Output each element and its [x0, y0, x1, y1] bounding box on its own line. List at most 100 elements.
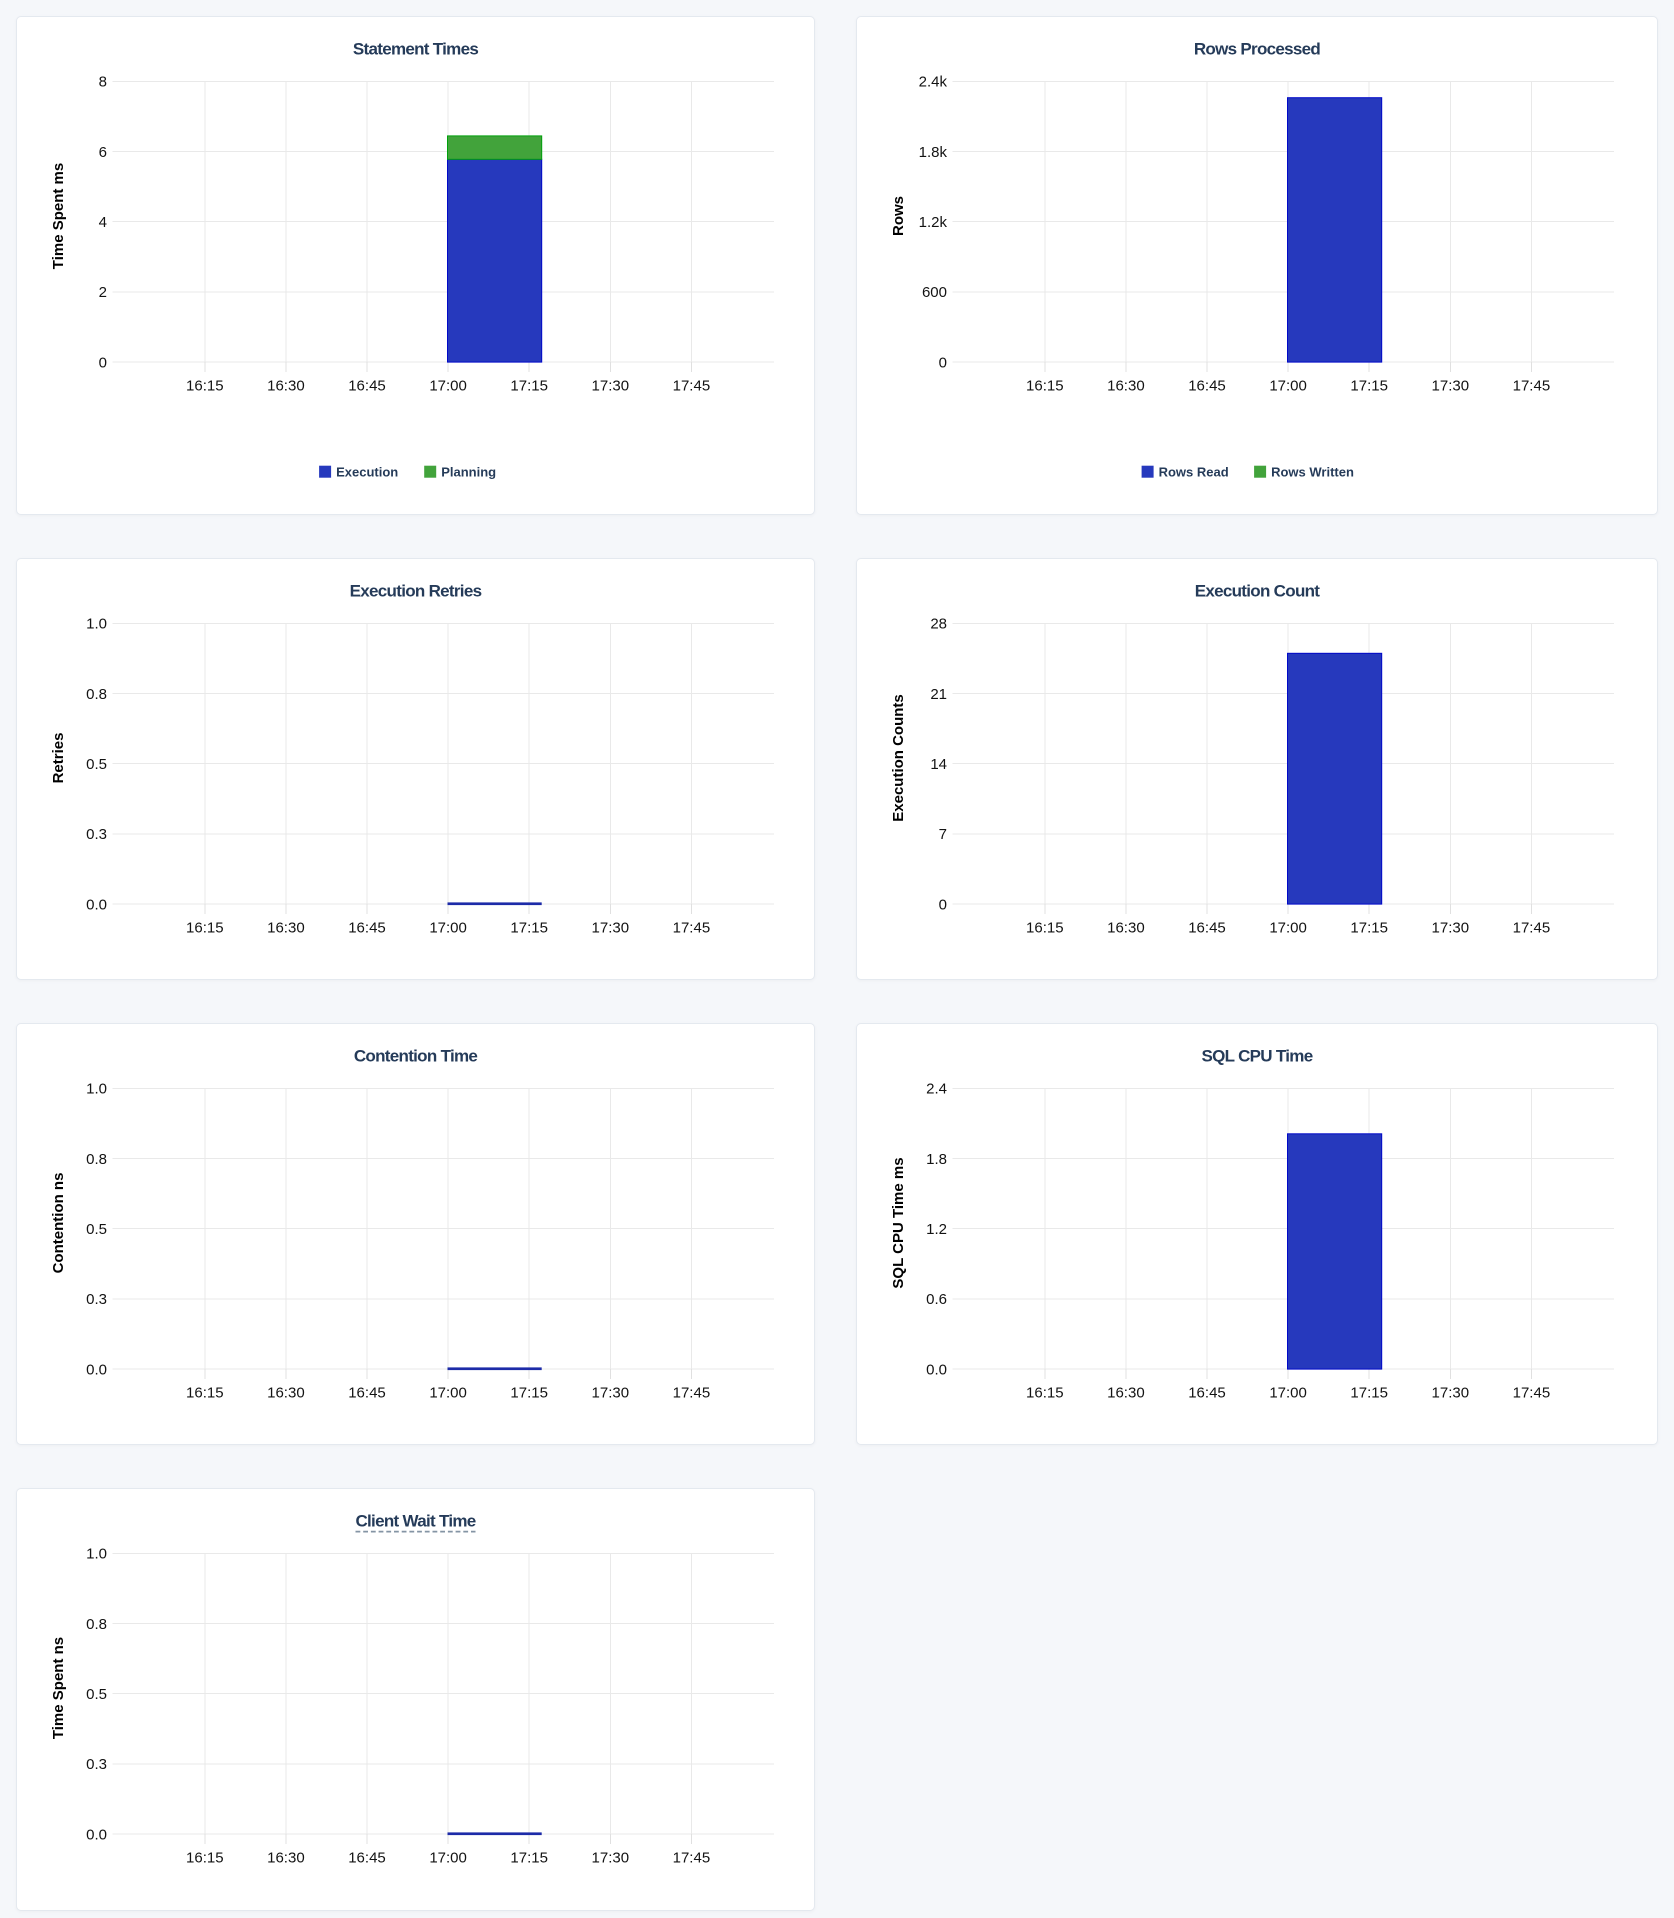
svg-text:6: 6: [99, 144, 107, 161]
svg-text:17:45: 17:45: [1513, 1384, 1551, 1401]
svg-text:8: 8: [99, 74, 107, 91]
svg-text:17:30: 17:30: [592, 378, 630, 395]
svg-text:17:00: 17:00: [429, 920, 467, 937]
svg-text:0.0: 0.0: [86, 1826, 107, 1843]
svg-text:16:15: 16:15: [186, 1849, 224, 1866]
svg-text:Contention ns: Contention ns: [50, 1172, 67, 1273]
svg-text:Client Wait Time: Client Wait Time: [355, 1511, 475, 1530]
svg-text:16:15: 16:15: [1026, 1384, 1064, 1401]
svg-text:0.5: 0.5: [86, 756, 107, 773]
svg-text:0.3: 0.3: [86, 1291, 107, 1308]
svg-text:2: 2: [99, 284, 107, 301]
svg-text:SQL CPU Time: SQL CPU Time: [1202, 1046, 1313, 1065]
svg-text:0.5: 0.5: [86, 1221, 107, 1238]
svg-text:Execution Counts: Execution Counts: [890, 694, 907, 822]
svg-text:0: 0: [939, 354, 947, 371]
svg-text:Execution Retries: Execution Retries: [350, 582, 482, 601]
svg-text:17:15: 17:15: [510, 378, 548, 395]
svg-text:17:45: 17:45: [1513, 378, 1551, 395]
svg-text:0.6: 0.6: [926, 1291, 947, 1308]
svg-text:17:00: 17:00: [1269, 1384, 1307, 1401]
svg-text:Contention Time: Contention Time: [354, 1046, 478, 1065]
svg-text:1.8k: 1.8k: [919, 144, 948, 161]
svg-text:16:45: 16:45: [1188, 1384, 1226, 1401]
svg-text:0: 0: [939, 896, 947, 913]
svg-text:0.5: 0.5: [86, 1686, 107, 1703]
svg-text:17:45: 17:45: [673, 378, 711, 395]
svg-text:1.2: 1.2: [926, 1221, 947, 1238]
svg-text:0.8: 0.8: [86, 1150, 107, 1167]
svg-text:17:15: 17:15: [1350, 378, 1388, 395]
svg-text:0.0: 0.0: [86, 896, 107, 913]
svg-text:17:15: 17:15: [1350, 920, 1388, 937]
svg-text:4: 4: [99, 214, 107, 231]
svg-text:1.8: 1.8: [926, 1150, 947, 1167]
svg-text:Execution Count: Execution Count: [1195, 582, 1321, 601]
svg-text:Time Spent ns: Time Spent ns: [50, 1636, 67, 1738]
svg-text:16:15: 16:15: [186, 1384, 224, 1401]
svg-text:17:15: 17:15: [510, 920, 548, 937]
svg-text:16:45: 16:45: [348, 920, 386, 937]
svg-text:Rows Processed: Rows Processed: [1194, 40, 1321, 59]
svg-text:16:30: 16:30: [1107, 920, 1145, 937]
svg-text:Rows: Rows: [890, 196, 907, 236]
svg-text:16:30: 16:30: [1107, 378, 1145, 395]
svg-text:SQL CPU Time ms: SQL CPU Time ms: [890, 1157, 907, 1288]
svg-text:17:00: 17:00: [429, 1849, 467, 1866]
svg-text:0.8: 0.8: [86, 1615, 107, 1632]
svg-text:17:45: 17:45: [1513, 920, 1551, 937]
svg-text:0.3: 0.3: [86, 826, 107, 843]
svg-text:1.0: 1.0: [86, 1545, 107, 1562]
svg-text:16:30: 16:30: [267, 1384, 305, 1401]
svg-text:16:45: 16:45: [1188, 378, 1226, 395]
svg-text:0.0: 0.0: [86, 1361, 107, 1378]
svg-text:16:45: 16:45: [348, 1849, 386, 1866]
svg-text:Rows Read: Rows Read: [1159, 464, 1229, 479]
svg-text:Time Spent ms: Time Spent ms: [50, 163, 67, 269]
svg-text:17:30: 17:30: [592, 1384, 630, 1401]
svg-text:16:30: 16:30: [267, 1849, 305, 1866]
svg-text:1.2k: 1.2k: [919, 214, 948, 231]
svg-text:17:30: 17:30: [1432, 920, 1470, 937]
svg-text:28: 28: [930, 616, 947, 633]
svg-text:16:30: 16:30: [267, 920, 305, 937]
svg-text:17:15: 17:15: [1350, 1384, 1388, 1401]
svg-text:Statement Times: Statement Times: [353, 40, 478, 59]
svg-text:1.0: 1.0: [86, 616, 107, 633]
svg-text:Retries: Retries: [50, 733, 67, 784]
svg-text:17:00: 17:00: [1269, 920, 1307, 937]
svg-text:Planning: Planning: [441, 464, 496, 479]
svg-text:17:45: 17:45: [673, 1849, 711, 1866]
svg-text:16:15: 16:15: [1026, 378, 1064, 395]
svg-text:21: 21: [930, 686, 947, 703]
svg-text:0: 0: [99, 354, 107, 371]
svg-text:16:30: 16:30: [267, 378, 305, 395]
svg-text:17:00: 17:00: [1269, 378, 1307, 395]
svg-text:0.3: 0.3: [86, 1756, 107, 1773]
svg-text:16:15: 16:15: [186, 920, 224, 937]
svg-text:600: 600: [922, 284, 947, 301]
svg-text:17:30: 17:30: [592, 920, 630, 937]
svg-text:17:45: 17:45: [673, 920, 711, 937]
svg-text:16:15: 16:15: [1026, 920, 1064, 937]
svg-text:16:45: 16:45: [348, 378, 386, 395]
svg-text:17:30: 17:30: [592, 1849, 630, 1866]
svg-text:17:30: 17:30: [1432, 1384, 1470, 1401]
svg-text:17:15: 17:15: [510, 1384, 548, 1401]
svg-text:17:00: 17:00: [429, 1384, 467, 1401]
svg-text:2.4: 2.4: [926, 1080, 947, 1097]
svg-text:Execution: Execution: [336, 464, 398, 479]
svg-text:16:45: 16:45: [348, 1384, 386, 1401]
svg-text:16:15: 16:15: [186, 378, 224, 395]
svg-text:2.4k: 2.4k: [919, 74, 948, 91]
svg-text:1.0: 1.0: [86, 1080, 107, 1097]
svg-text:7: 7: [939, 826, 947, 843]
svg-text:Rows Written: Rows Written: [1271, 464, 1354, 479]
svg-text:14: 14: [930, 756, 947, 773]
svg-text:17:30: 17:30: [1432, 378, 1470, 395]
svg-text:0.8: 0.8: [86, 686, 107, 703]
svg-text:0.0: 0.0: [926, 1361, 947, 1378]
svg-text:16:45: 16:45: [1188, 920, 1226, 937]
svg-text:16:30: 16:30: [1107, 1384, 1145, 1401]
svg-text:17:00: 17:00: [429, 378, 467, 395]
